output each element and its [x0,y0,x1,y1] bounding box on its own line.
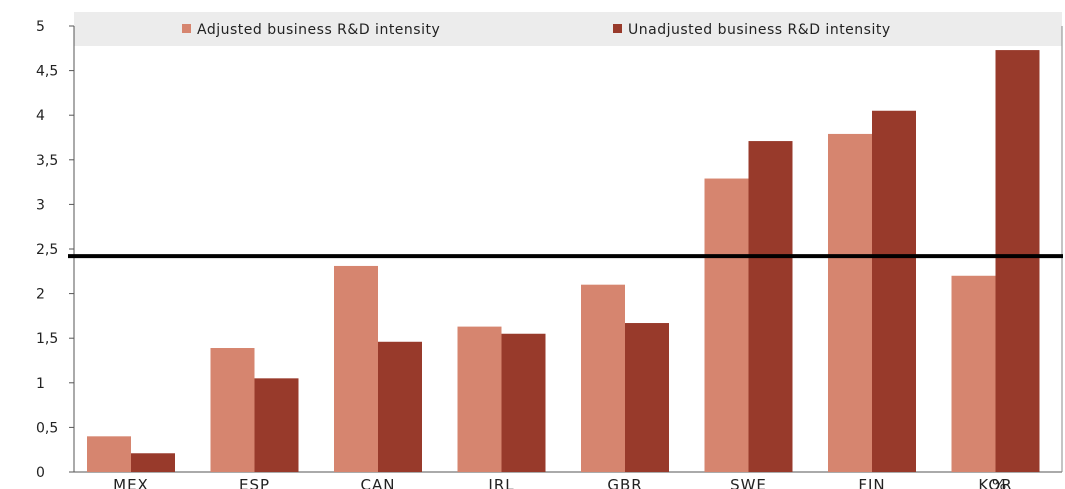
bar-adjusted-mex [87,436,131,472]
y-tick-label: 4,5 [36,64,58,80]
x-category-label: ESP [239,476,270,489]
y-tick-label: 2,5 [36,242,58,258]
y-tick-label: 3 [36,197,45,213]
legend: Adjusted business R&D intensity Unadjust… [74,12,1062,46]
bar-adjusted-gbr [581,284,625,472]
bar-adjusted-irl [457,326,502,472]
y-tick-label: 1 [36,376,45,392]
bar-adjusted-can [334,265,378,472]
x-category-label: MEX [113,476,149,489]
trailing-text: % [992,476,1007,489]
y-tick-label: 3,5 [36,153,58,169]
x-category-label: GBR [607,476,642,489]
bar-unadjusted-irl [501,333,546,472]
bar-adjusted-esp [210,348,255,472]
y-tick-label: 0 [36,465,45,481]
legend-swatch-unadjusted [613,24,622,33]
y-tick-label: 1,5 [36,331,58,347]
legend-swatch-adjusted [182,24,191,33]
y-tick-label: 4 [36,108,45,124]
y-tick-label: 0,5 [36,420,58,436]
legend-label-adjusted: Adjusted business R&D intensity [197,22,440,38]
x-category-label: FIN [858,476,885,489]
bar-unadjusted-kor [995,50,1040,473]
x-category-label: CAN [361,476,396,489]
bar-unadjusted-gbr [625,323,669,472]
x-category-label: SWE [730,476,767,489]
y-axis-ticks: 0 0,5 1 1,5 2 2,5 3 3,5 4 4,5 5 [36,19,74,481]
x-category-label: KOR [978,476,1012,489]
bar-unadjusted-can [378,341,422,472]
y-tick-label: 2 [36,287,45,303]
bar-unadjusted-mex [131,453,175,472]
bar-unadjusted-fin [872,110,916,473]
bar-adjusted-kor [951,275,996,472]
x-axis-labels: MEX ESP CAN IRL GBR SWE FIN KOR [113,476,1012,489]
legend-label-unadjusted: Unadjusted business R&D intensity [628,22,891,38]
bar-adjusted-fin [828,133,872,472]
y-tick-label: 5 [36,19,45,35]
bars [87,50,1040,473]
bar-unadjusted-swe [748,141,793,472]
bar-unadjusted-esp [254,378,299,472]
x-category-label: IRL [488,476,514,489]
legend-background [74,12,1062,46]
bar-adjusted-swe [704,178,749,473]
